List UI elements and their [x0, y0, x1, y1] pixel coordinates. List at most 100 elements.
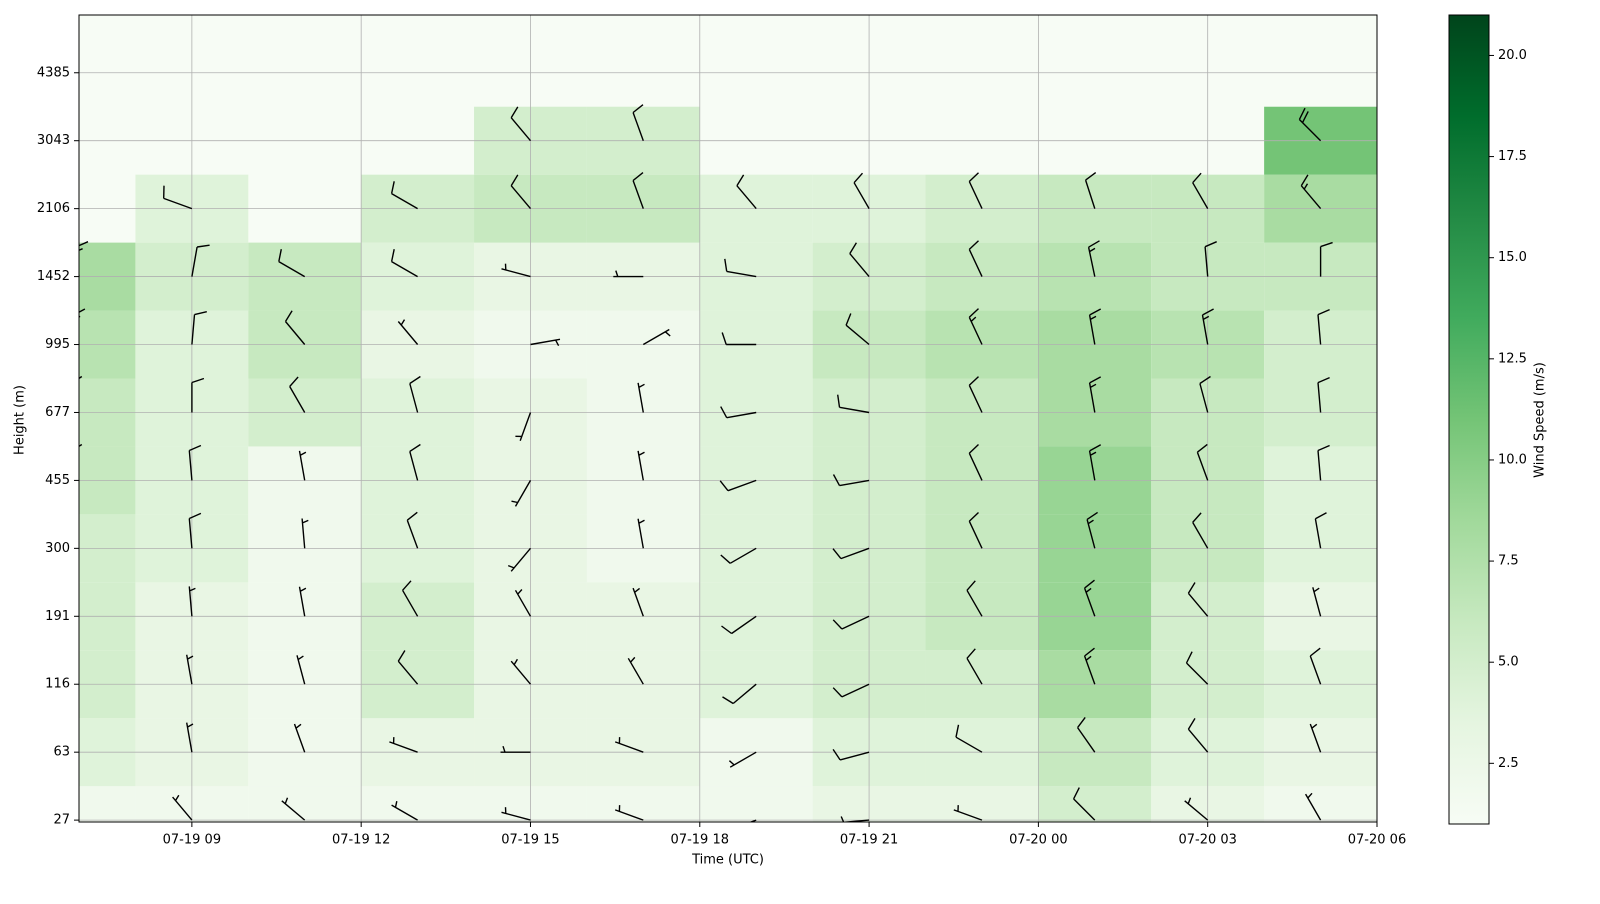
colorbar-tick-label: 7.5 [1498, 554, 1519, 569]
wind-barb [1077, 716, 1096, 753]
colorbar [1448, 14, 1490, 825]
y-tick-label: 191 [45, 609, 70, 624]
wind-barb [390, 249, 418, 278]
y-tick-label: 3043 [37, 133, 70, 148]
wind-barb [188, 444, 202, 481]
wind-barb [849, 242, 870, 278]
wind-barb [530, 338, 561, 347]
x-tick-label: 07-20 00 [1009, 833, 1067, 848]
wind-barb [401, 580, 419, 617]
wind-barb [1087, 240, 1100, 277]
wind-barb [632, 104, 644, 141]
wind-barb [511, 480, 532, 507]
wind-barb [721, 332, 757, 346]
colorbar-tick-label: 12.5 [1498, 351, 1527, 366]
wind-barb [389, 737, 418, 753]
y-tick-label: 300 [45, 541, 70, 556]
wind-barb [968, 376, 983, 413]
wind-barb [293, 723, 306, 753]
wind-barb [1317, 308, 1330, 345]
wind-barb [966, 648, 983, 685]
wind-barb [1317, 444, 1330, 481]
wind-barb [1196, 443, 1209, 481]
wind-barb [281, 797, 306, 821]
wind-barb [1187, 718, 1209, 753]
wind-barb [724, 258, 757, 278]
wind-barb [832, 683, 870, 698]
wind-barb [837, 394, 870, 414]
wind-barb [79, 241, 89, 277]
y-tick-label: 455 [45, 473, 70, 488]
y-tick-label: 116 [45, 677, 70, 692]
wind-barb [613, 270, 644, 278]
x-tick-label: 07-20 06 [1348, 833, 1406, 848]
wind-barb [1314, 512, 1327, 549]
wind-barb [1298, 107, 1322, 142]
axes: 07-19 09 07-19 12 07-19 15 07-19 18 07-19 21… [37, 48, 1527, 848]
wind-barb [507, 547, 532, 572]
wind-barb [845, 313, 870, 346]
wind-barb [191, 377, 205, 413]
wind-barb [298, 450, 307, 481]
colorbar-tick-label: 10.0 [1498, 452, 1527, 467]
wind-barb [186, 722, 194, 753]
y-tick-label: 995 [45, 337, 70, 352]
wind-barb [1083, 579, 1096, 617]
wind-barb [298, 586, 307, 617]
wind-barb [839, 816, 870, 822]
y-tick-label: 2106 [37, 201, 70, 216]
wind-barb [614, 737, 644, 753]
y-tick-label: 27 [53, 813, 70, 828]
wind-barb [79, 375, 83, 413]
wind-barb [1300, 174, 1322, 210]
wind-barb [1187, 582, 1209, 617]
wind-barb [409, 375, 421, 413]
wind-barb [1088, 376, 1102, 413]
barbs [79, 104, 1333, 822]
wind-barb [736, 174, 757, 210]
wind-barb [397, 319, 419, 345]
wind-barb [632, 587, 644, 617]
colorbar-tick-label: 15.0 [1498, 250, 1527, 265]
heat-cell [925, 786, 1039, 822]
wind-barb [719, 479, 757, 492]
wind-barb [968, 172, 983, 209]
y-tick-label: 677 [45, 405, 70, 420]
y-tick-label: 63 [53, 745, 70, 760]
colorbar-tick-label: 5.0 [1498, 655, 1519, 670]
wind-barb [1185, 651, 1209, 685]
y-tick-label: 1452 [37, 269, 70, 284]
wind-barb [406, 511, 419, 549]
heat-cell [699, 786, 813, 822]
wind-barb [1317, 376, 1330, 413]
wind-barb [955, 724, 983, 753]
wind-barb [1192, 512, 1209, 549]
wind-barb [953, 805, 983, 821]
wind-barb [501, 807, 531, 821]
wind-barb [1304, 792, 1322, 821]
x-tick-label: 07-19 12 [332, 833, 390, 848]
wind-barb [1083, 647, 1096, 685]
wind-barb [397, 650, 419, 685]
wind-barb [510, 658, 532, 685]
wind-barb [722, 683, 757, 705]
heat-cell [1038, 786, 1152, 822]
wind-barb [968, 511, 983, 549]
wind-barb [968, 308, 983, 345]
wind-barb [163, 185, 193, 210]
wind-barb [289, 376, 306, 413]
wind-barb [1319, 241, 1333, 277]
wind-barb [832, 547, 870, 560]
colorbar-tick-label: 2.5 [1498, 756, 1519, 771]
x-tick-label: 07-19 18 [671, 833, 729, 848]
x-tick-label: 07-19 21 [840, 833, 898, 848]
wind-barb [853, 172, 870, 209]
x-axis-label: Time (UTC) [691, 853, 764, 868]
wind-barb [391, 801, 418, 821]
x-tick-label: 07-19 09 [163, 833, 221, 848]
heat-cell [361, 786, 475, 822]
wind-barb [188, 512, 202, 549]
wind-barb [1204, 241, 1217, 277]
wind-barb [720, 406, 757, 419]
